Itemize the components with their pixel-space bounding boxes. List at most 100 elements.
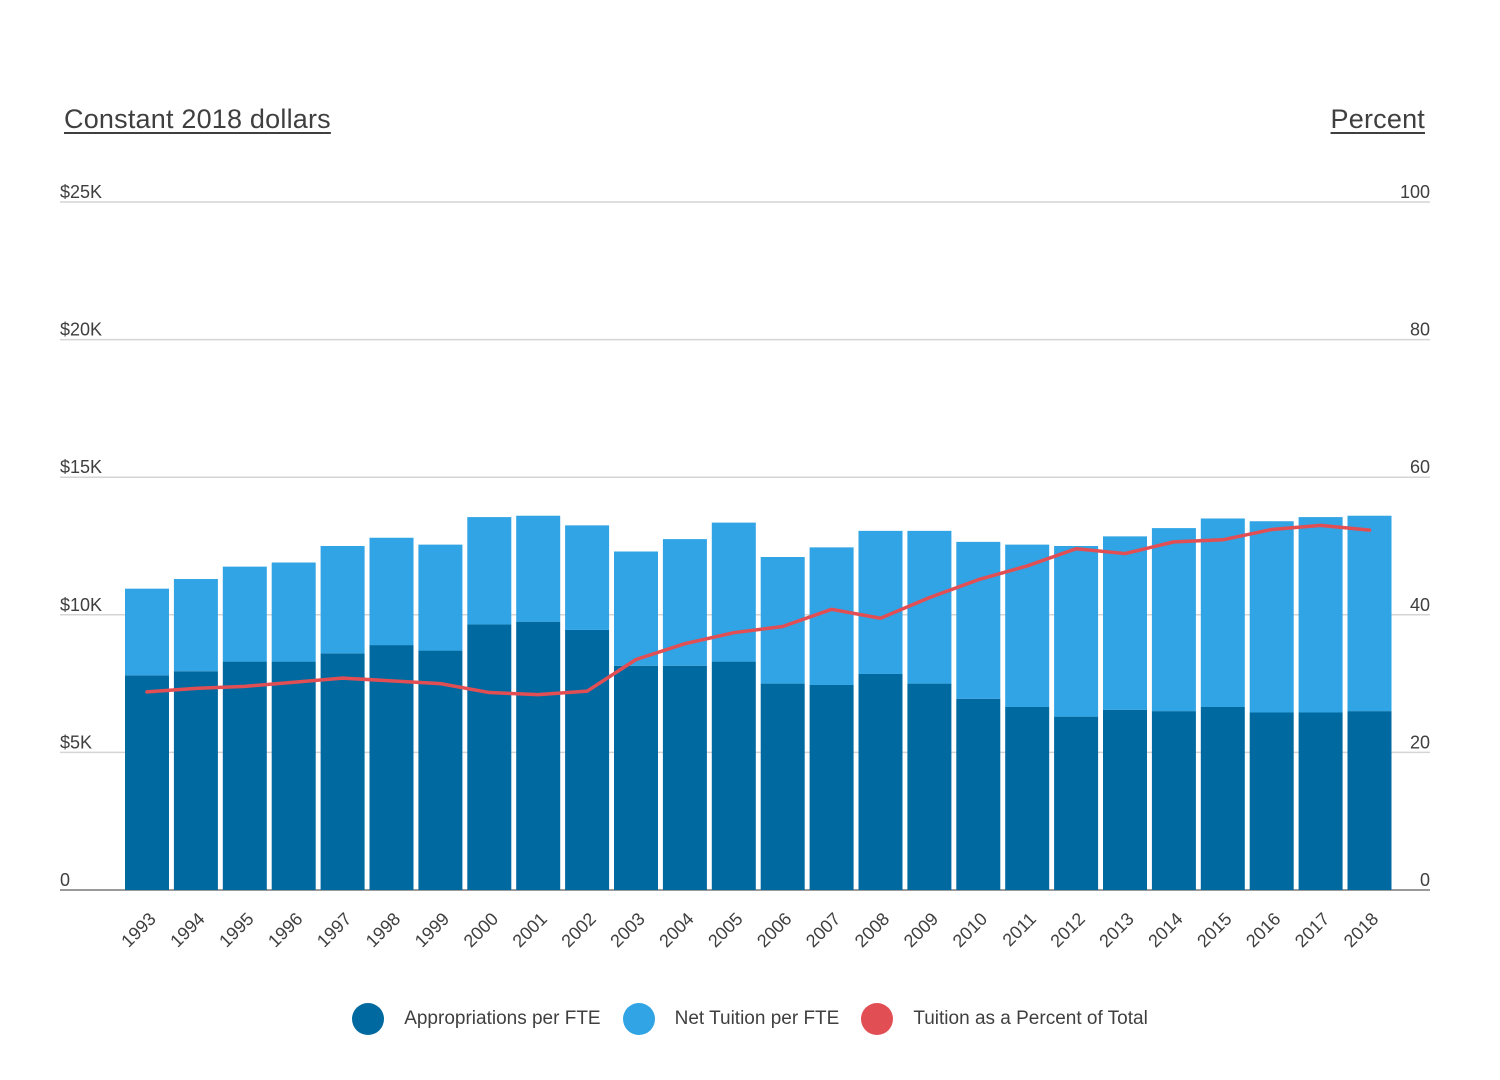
legend-item-net-tuition[interactable]: Net Tuition per FTE [622,1003,840,1035]
right-tick-label: 20 [1410,732,1430,752]
left-tick-label: 0 [60,870,70,890]
bar-appropriations [516,621,561,890]
left-tick-label: $5K [60,732,92,752]
x-tick-label: 2010 [949,909,991,951]
left-tick-label: $10K [60,595,102,615]
x-tick-label: 2000 [460,909,502,951]
appropriations-swatch-icon [352,1003,385,1035]
x-tick-label: 2008 [851,909,893,951]
bar-appropriations [271,661,316,890]
left-tick-label: $15K [60,457,102,477]
x-tick-label: 2006 [753,909,795,951]
x-tick-label: 1995 [215,909,257,951]
bar-net-tuition [467,517,512,625]
x-tick-label: 2009 [900,909,942,951]
x-tick-label: 2016 [1242,909,1284,951]
right-tick-label: 80 [1410,320,1430,340]
x-tick-label: 1993 [117,909,159,951]
bar-appropriations [565,629,610,890]
bar-appropriations [1249,712,1294,890]
bar-appropriations [907,683,952,890]
x-tick-label: 2011 [999,909,1041,951]
net-tuition-swatch-icon [622,1003,655,1035]
x-tick-label: 2007 [802,909,844,951]
bar-series [125,515,1392,890]
bar-net-tuition [1347,515,1392,712]
bar-net-tuition [907,530,952,684]
bar-net-tuition [1103,536,1147,710]
bar-net-tuition [320,546,365,654]
x-tick-label: 1997 [313,909,355,951]
legend-item-tuition-percent[interactable]: Tuition as a Percent of Total [861,1003,1148,1035]
x-tick-label: 2014 [1144,909,1186,951]
bar-net-tuition [369,537,414,646]
line-series [145,523,1372,697]
left-axis-title: Constant 2018 dollars [64,104,331,134]
x-tick-label: 2017 [1291,909,1333,951]
bar-appropriations [614,665,658,890]
bar-net-tuition [858,530,903,674]
bar-net-tuition [711,522,756,662]
bar-net-tuition [1298,517,1343,713]
bar-net-tuition [1151,528,1196,712]
legend-item-appropriations[interactable]: Appropriations per FTE [352,1003,601,1035]
bar-net-tuition [956,541,1001,699]
x-tick-label: 2003 [606,909,648,951]
x-tick-label: 2012 [1046,909,1088,951]
bar-appropriations [711,661,756,890]
bar-net-tuition [173,579,218,672]
x-tick-label: 2015 [1193,909,1235,951]
x-tick-label: 1996 [264,909,306,951]
bar-appropriations [369,645,414,890]
bar-appropriations [1054,716,1099,890]
bar-net-tuition [1200,518,1245,707]
bar-net-tuition [516,515,561,622]
right-tick-label: 0 [1420,870,1430,890]
bar-appropriations [418,650,463,890]
tuition-percent-swatch-icon [861,1003,894,1035]
bar-net-tuition [125,588,169,676]
bar-appropriations [222,661,267,890]
bar-appropriations [125,675,169,890]
legend-label: Net Tuition per FTE [674,1008,840,1029]
x-tick-label: 1999 [411,909,453,951]
x-tick-label: 1998 [362,909,404,951]
bar-appropriations [809,684,854,890]
bar-appropriations [1298,712,1343,890]
tuition-percent-line [145,523,1372,697]
bar-appropriations [1347,711,1392,890]
bar-appropriations [1151,711,1196,890]
left-tick-label: $25K [60,182,102,202]
right-tick-label: 40 [1410,595,1430,615]
x-tick-label: 2004 [655,909,697,951]
bar-appropriations [1103,709,1147,890]
x-tick-label: 2001 [509,909,551,951]
bar-appropriations [858,673,903,890]
bar-net-tuition [1249,521,1294,713]
bar-appropriations [320,653,365,890]
bar-appropriations [1200,706,1245,890]
x-tick-label: 1994 [166,909,208,951]
bar-net-tuition [1054,546,1099,717]
bar-appropriations [956,698,1001,890]
bar-appropriations [173,671,218,890]
x-tick-label: 2002 [557,909,599,951]
legend-label: Tuition as a Percent of Total [913,1008,1148,1029]
bar-appropriations [1005,706,1050,890]
bar-appropriations [662,665,707,890]
bar-appropriations [467,624,512,890]
left-tick-label: $20K [60,320,102,340]
right-axis-title: Percent [1330,104,1425,134]
bar-net-tuition [662,539,707,666]
x-tick-label: 2013 [1095,909,1137,951]
x-tick-label: 2018 [1340,909,1382,951]
bar-net-tuition [271,562,316,662]
legend: Appropriations per FTE Net Tuition per F… [0,1002,1500,1036]
bar-appropriations [760,683,805,890]
bar-net-tuition [418,544,463,651]
legend-label: Appropriations per FTE [404,1008,601,1029]
bar-net-tuition [565,525,610,630]
right-tick-label: 60 [1410,457,1430,477]
bar-net-tuition [614,551,658,666]
